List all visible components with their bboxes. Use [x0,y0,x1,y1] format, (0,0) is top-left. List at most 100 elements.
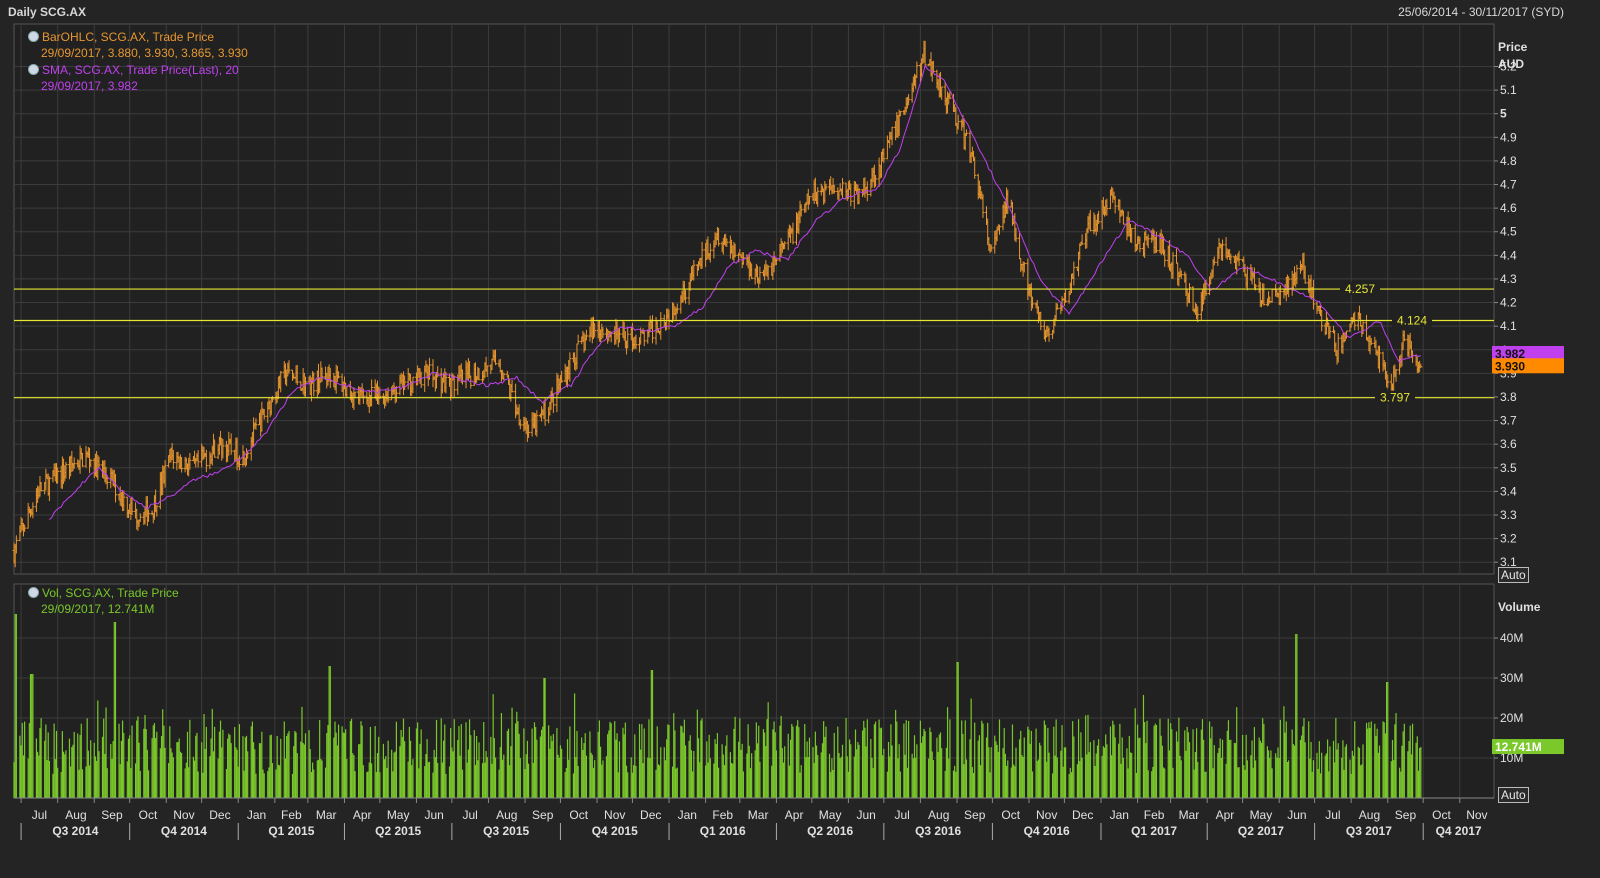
quarter-label: Q4 2017 [1436,824,1482,838]
month-label: Jun [1287,808,1306,822]
quarter-label: Q2 2015 [375,824,421,838]
level-label-bg [1375,390,1415,404]
month-label: Feb [1144,808,1165,822]
month-label: Nov [1466,808,1487,822]
month-label: Sep [964,808,986,822]
month-label: Feb [712,808,733,822]
quarter-label: Q4 2014 [161,824,207,838]
quarter-label: Q1 2015 [268,824,314,838]
legend-sma[interactable]: SMA, SCG.AX, Trade Price(Last), 20 [28,63,239,77]
sma-line [49,64,1421,520]
price-auto-scale-button[interactable]: Auto [1498,567,1529,583]
month-label: Nov [173,808,194,822]
date-range: 25/06/2014 - 30/11/2017 (SYD) [1398,5,1564,19]
legend-ohlc-name: BarOHLC, SCG.AX, Trade Price [42,30,215,44]
price-tick-label: 3.8 [1500,390,1517,404]
level-label-bg [1392,313,1432,327]
month-label: Sep [101,808,123,822]
level-label: 4.124 [1397,313,1427,327]
month-label: Aug [496,808,517,822]
quarter-label: Q2 2017 [1238,824,1284,838]
price-tick-label: 4.3 [1500,272,1517,286]
price-tick-label: 4.9 [1500,130,1517,144]
month-label: Jan [247,808,266,822]
quarter-label: Q3 2016 [915,824,961,838]
month-label: Jul [462,808,477,822]
quarter-label: Q4 2015 [592,824,638,838]
month-label: May [387,808,410,822]
legend-volume-values: 29/09/2017, 12.741M [41,602,155,616]
price-tick-label: 4.6 [1500,201,1517,215]
price-tick-label: 4.1 [1500,319,1517,333]
volume-tick-label: 30M [1500,671,1523,685]
price-tick-label: 3.3 [1500,508,1517,522]
price-tick-label: 4.8 [1500,154,1517,168]
month-label: Dec [209,808,230,822]
month-label: Mar [316,808,337,822]
level-label: 4.257 [1345,282,1375,296]
quarter-label: Q3 2017 [1346,824,1392,838]
legend-sma-values: 29/09/2017, 3.982 [41,79,138,93]
month-label: Apr [785,808,804,822]
month-label: Sep [532,808,554,822]
quarter-label: Q1 2017 [1131,824,1177,838]
month-label: Jun [856,808,875,822]
level-label: 3.797 [1380,391,1410,405]
legend-sma-name: SMA, SCG.AX, Trade Price(Last), 20 [42,63,239,77]
month-label: Sep [1395,808,1417,822]
last-price-badge [1492,346,1564,361]
price-tick-label: 4.4 [1500,248,1517,262]
month-label: Feb [281,808,302,822]
quarter-label: Q1 2016 [700,824,746,838]
last-volume-badge-label: 12.741M [1495,740,1542,754]
price-tick-label: 3.7 [1500,414,1517,428]
price-tick-label: 4.7 [1500,178,1517,192]
quarter-label: Q4 2016 [1024,824,1070,838]
last-price-badge-label: 3.930 [1495,359,1525,373]
month-label: Jan [678,808,697,822]
month-label: Aug [1359,808,1380,822]
price-tick-label: 5.1 [1500,83,1517,97]
quarter-label: Q2 2016 [807,824,853,838]
month-label: Dec [640,808,661,822]
volume-tick-label: 20M [1500,711,1523,725]
month-label: Jun [424,808,443,822]
price-tick-label: 4.2 [1500,296,1517,310]
month-label: Aug [928,808,949,822]
price-tick-label: 3.5 [1500,461,1517,475]
price-tick-label: 4.5 [1500,225,1517,239]
month-label: Jul [1325,808,1340,822]
month-label: Mar [1179,808,1200,822]
price-tick-label: 3.4 [1500,484,1517,498]
chart-title: Daily SCG.AX [8,5,87,19]
last-price-badge-label: 3.982 [1495,347,1525,361]
last-price-badge [1492,358,1564,374]
legend-toggle-icon[interactable] [28,587,39,598]
price-tick-label: 3.2 [1500,532,1517,546]
legend-volume[interactable]: Vol, SCG.AX, Trade Price [28,586,179,600]
month-label: May [1250,808,1273,822]
quarter-label: Q3 2014 [52,824,98,838]
month-label: Jan [1110,808,1129,822]
volume-axis-title: Volume [1498,600,1541,614]
last-volume-badge [1492,739,1564,755]
price-axis-title: Price [1498,40,1528,54]
month-label: Oct [569,808,588,822]
legend-ohlc[interactable]: BarOHLC, SCG.AX, Trade Price [28,30,214,44]
price-tick-label: 3.6 [1500,437,1517,451]
month-label: Nov [604,808,625,822]
legend-toggle-icon[interactable] [28,64,39,75]
legend-toggle-icon[interactable] [28,31,39,42]
month-label: Oct [1432,808,1451,822]
volume-tick-label: 40M [1500,631,1523,645]
volume-auto-scale-button[interactable]: Auto [1498,787,1529,803]
legend-volume-name: Vol, SCG.AX, Trade Price [42,586,179,600]
month-label: Apr [353,808,372,822]
level-label-bg [1340,282,1380,296]
legend-ohlc-values: 29/09/2017, 3.880, 3.930, 3.865, 3.930 [41,46,248,60]
month-label: Oct [1001,808,1020,822]
month-label: Apr [1216,808,1235,822]
month-label: Dec [1072,808,1093,822]
